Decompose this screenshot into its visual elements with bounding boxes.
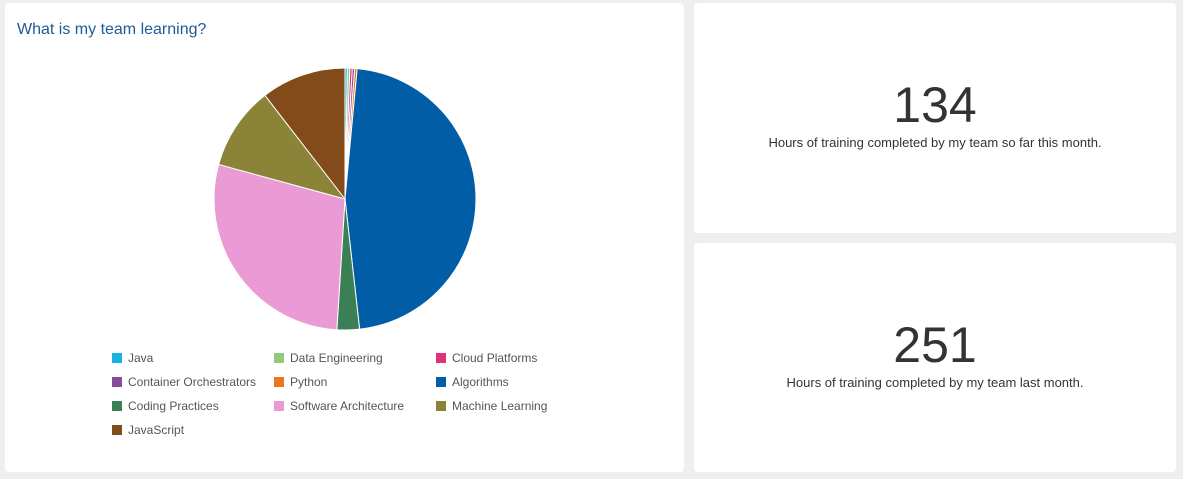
legend-label: Cloud Platforms	[452, 351, 538, 365]
legend-item-container-orchestrators[interactable]: Container Orchestrators	[112, 374, 274, 390]
legend-item-software-architecture[interactable]: Software Architecture	[274, 398, 436, 414]
legend-swatch	[112, 353, 122, 363]
stat-value-last-month: 251	[893, 317, 977, 373]
pie-slice-machine-learning[interactable]	[218, 94, 347, 200]
legend-label: Python	[290, 375, 328, 389]
pie-slice-javascript[interactable]	[264, 67, 346, 201]
legend-item-javascript[interactable]: JavaScript	[112, 422, 274, 438]
legend-label: JavaScript	[128, 423, 185, 437]
legend-swatch	[274, 377, 284, 387]
chart-card: What is my team learning? Java Data Engin…	[5, 3, 684, 472]
legend-swatch	[436, 377, 446, 387]
legend-item-cloud-platforms[interactable]: Cloud Platforms	[436, 350, 598, 366]
legend-swatch	[274, 353, 284, 363]
chart-title: What is my team learning?	[17, 21, 207, 38]
stat-value-this-month: 134	[893, 77, 977, 133]
pie-chart	[213, 67, 477, 331]
chart-legend: Java Data Engineering Cloud Platforms Conta…	[112, 350, 598, 438]
legend-swatch	[436, 353, 446, 363]
stat-caption-last-month: Hours of training completed by my team l…	[786, 375, 1084, 390]
legend-swatch	[112, 401, 122, 411]
stat-card-last-month: 251 Hours of training completed by my te…	[694, 243, 1176, 472]
legend-label: Coding Practices	[128, 399, 219, 413]
legend-swatch	[436, 401, 446, 411]
legend-label: Algorithms	[452, 375, 509, 389]
legend-item-python[interactable]: Python	[274, 374, 436, 390]
legend-item-data-engineering[interactable]: Data Engineering	[274, 350, 436, 366]
legend-item-machine-learning[interactable]: Machine Learning	[436, 398, 598, 414]
legend-item-java[interactable]: Java	[112, 350, 274, 366]
pie-slice-algorithms[interactable]	[344, 68, 477, 330]
legend-swatch	[112, 377, 122, 387]
legend-label: Software Architecture	[290, 399, 405, 413]
legend-swatch	[112, 425, 122, 435]
legend-label: Container Orchestrators	[128, 375, 257, 389]
legend-label: Machine Learning	[452, 399, 548, 413]
legend-item-coding-practices[interactable]: Coding Practices	[112, 398, 274, 414]
pie-slice-software-architecture[interactable]	[213, 163, 346, 331]
stat-caption-this-month: Hours of training completed by my team s…	[768, 135, 1102, 150]
legend-swatch	[274, 401, 284, 411]
stat-card-this-month: 134 Hours of training completed by my te…	[694, 3, 1176, 233]
legend-label: Data Engineering	[290, 351, 383, 365]
legend-item-algorithms[interactable]: Algorithms	[436, 374, 598, 390]
legend-label: Java	[128, 351, 154, 365]
